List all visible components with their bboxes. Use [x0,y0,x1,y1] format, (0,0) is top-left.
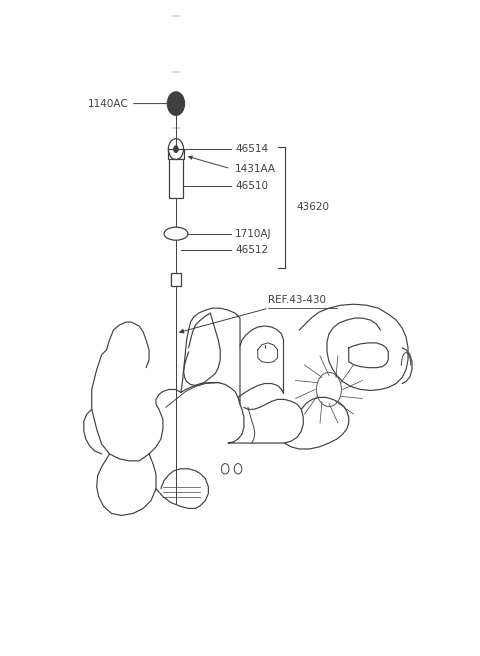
Text: 46510: 46510 [235,181,268,191]
FancyBboxPatch shape [168,149,184,159]
Text: 43620: 43620 [297,202,330,213]
FancyBboxPatch shape [169,159,182,198]
Text: REF.43-430: REF.43-430 [180,295,326,333]
FancyBboxPatch shape [171,273,181,286]
Circle shape [173,145,179,153]
Ellipse shape [164,227,188,240]
Circle shape [168,92,184,115]
Text: 46514: 46514 [235,144,268,154]
Text: 1140AC: 1140AC [88,98,129,109]
Text: 1710AJ: 1710AJ [235,229,272,239]
Text: 46512: 46512 [235,245,268,255]
Text: 1431AA: 1431AA [235,163,276,174]
